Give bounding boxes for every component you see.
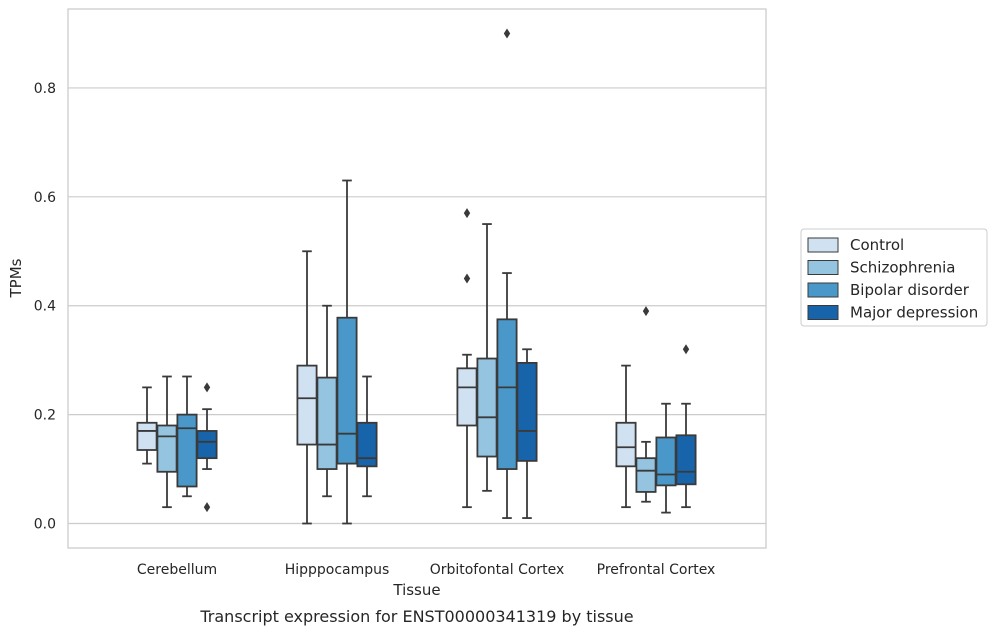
series-major-depression	[196, 344, 697, 519]
box	[336, 179, 358, 525]
box-iqr	[316, 376, 338, 470]
legend-item: Control	[807, 236, 904, 254]
chart-caption: Transcript expression for ENST0000034131…	[199, 607, 633, 626]
y-tick-label: 0.8	[34, 81, 56, 97]
x-tick-label: Hipppocampus	[285, 562, 390, 578]
box	[176, 375, 198, 498]
y-tick-label: 0.2	[34, 408, 56, 424]
legend-swatch	[807, 237, 839, 253]
y-tick-label: 0.6	[34, 190, 56, 206]
box	[516, 348, 538, 519]
series-bipolar-disorder	[176, 28, 677, 525]
legend-item: Bipolar disorder	[807, 281, 970, 299]
outlier-point	[203, 382, 211, 393]
legend-item: Schizophrenia	[807, 259, 955, 277]
box-iqr	[176, 413, 198, 488]
x-tick-label: Cerebellum	[137, 562, 217, 578]
legend-frame	[800, 228, 988, 327]
legend: Control Schizophrenia Bipolar disorder Majo…	[800, 228, 988, 327]
outlier-point	[463, 208, 471, 219]
x-tick-labels: Cerebellum Hipppocampus Orbitofontal Corte…	[137, 562, 715, 578]
outlier-point	[682, 344, 690, 355]
box	[356, 375, 378, 498]
box	[136, 386, 158, 465]
y-tick-labels: 0.0 0.2 0.4 0.6 0.8	[34, 81, 56, 533]
box-iqr	[456, 367, 478, 427]
x-tick-label: Orbitofontal Cortex	[430, 562, 565, 578]
box	[316, 304, 338, 498]
box-iqr	[336, 316, 358, 465]
box	[476, 223, 498, 492]
legend-swatch	[807, 282, 839, 298]
plot-frame	[67, 8, 767, 549]
series-control	[136, 208, 637, 525]
box-iqr	[156, 424, 178, 473]
legend-swatch	[807, 305, 839, 320]
box	[296, 250, 318, 525]
legend-label: Bipolar disorder	[850, 281, 970, 299]
box-iqr	[476, 357, 498, 458]
box-iqr	[136, 421, 158, 451]
box	[156, 375, 178, 509]
y-tick-label: 0.0	[34, 517, 56, 533]
box-iqr	[516, 361, 538, 462]
box	[675, 344, 697, 509]
box-iqr	[655, 436, 677, 487]
box	[496, 28, 518, 519]
outlier-point	[203, 502, 211, 513]
box-iqr	[675, 434, 697, 486]
box	[615, 364, 637, 509]
y-tick-label: 0.4	[34, 299, 56, 315]
legend-label: Schizophrenia	[850, 259, 955, 277]
legend-label: Major depression	[850, 304, 978, 322]
series-schizophrenia	[156, 223, 657, 509]
legend-label: Control	[850, 236, 904, 254]
box-iqr	[496, 318, 518, 470]
y-axis-label: TPMs	[7, 258, 25, 298]
outlier-point	[463, 273, 471, 284]
x-axis-label: Tissue	[392, 581, 440, 599]
outlier-point	[503, 28, 511, 39]
box	[655, 402, 677, 514]
box-iqr	[196, 430, 218, 460]
outlier-point	[642, 306, 650, 317]
box-iqr	[356, 421, 378, 468]
box	[196, 382, 218, 513]
legend-item: Major depression	[807, 304, 978, 322]
x-tick-label: Prefrontal Cortex	[597, 562, 716, 578]
box	[635, 306, 657, 503]
box-iqr	[615, 421, 637, 468]
legend-swatch	[807, 260, 839, 275]
box-series	[136, 28, 697, 525]
box	[456, 208, 478, 509]
box-iqr	[296, 364, 318, 446]
box-iqr	[635, 457, 657, 493]
